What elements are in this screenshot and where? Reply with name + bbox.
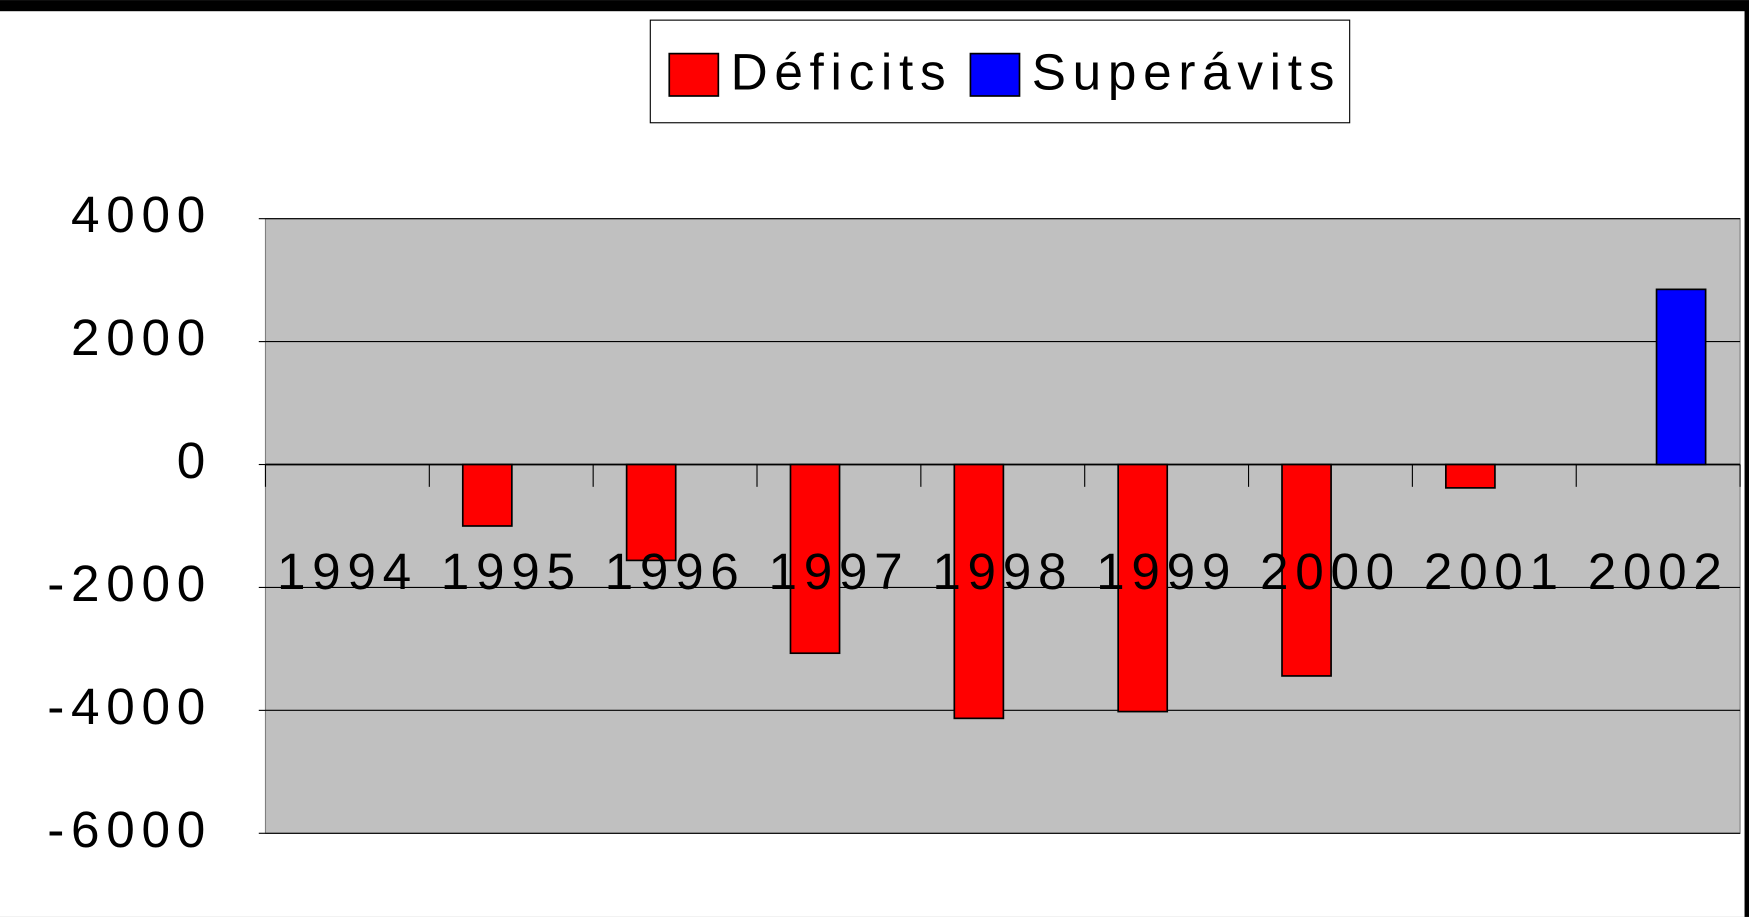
- legend-label: Déficits: [731, 43, 953, 100]
- x-tick-label: 1999: [1096, 543, 1237, 600]
- bar: [461, 463, 513, 527]
- x-tick-label: 1994: [277, 543, 418, 600]
- bar: [1281, 463, 1332, 677]
- x-tick-label: 2001: [1424, 543, 1565, 600]
- x-tick-label: 1997: [768, 543, 909, 600]
- bar: [1445, 463, 1496, 489]
- bar: [1117, 463, 1169, 713]
- bar: [789, 463, 841, 655]
- y-tick-label: 4000: [71, 186, 212, 243]
- y-tick-label: 0: [177, 432, 212, 489]
- bar: [1655, 288, 1707, 466]
- x-tick-label: 1995: [441, 543, 582, 600]
- x-tick-label: 2002: [1588, 543, 1729, 600]
- legend-swatch: [969, 52, 1021, 97]
- y-tick-label: -6000: [47, 801, 212, 858]
- x-tick-label: 1996: [605, 543, 746, 600]
- x-tick-label: 2000: [1260, 543, 1401, 600]
- y-tick-label: 2000: [71, 309, 212, 366]
- legend-label: Superávits: [1032, 43, 1341, 100]
- y-tick-label: -4000: [47, 678, 212, 735]
- bar: [953, 463, 1005, 720]
- y-tick-label: -2000: [47, 555, 212, 612]
- legend-swatch: [668, 52, 720, 97]
- x-tick-label: 1998: [932, 543, 1073, 600]
- bar: [625, 463, 677, 562]
